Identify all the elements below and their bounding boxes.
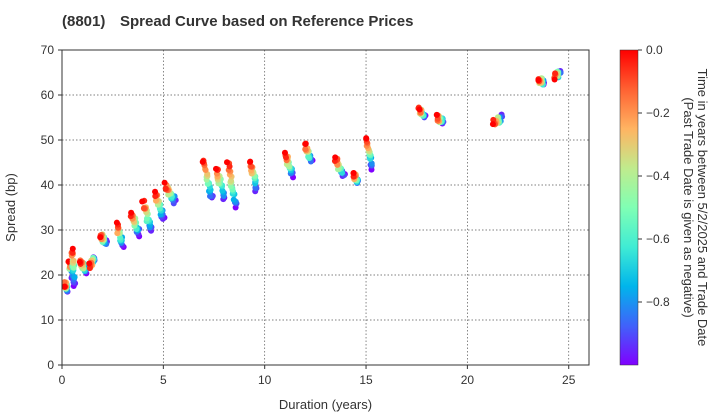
plot-frame — [61, 49, 590, 366]
chart-title: Spread Curve based on Reference Prices — [120, 13, 413, 30]
data-point — [69, 245, 76, 252]
colorbar-label-line1: Time in years between 5/2/2025 and Trade… — [695, 69, 710, 347]
data-point — [61, 283, 68, 290]
data-point — [368, 160, 375, 167]
scatter-points — [61, 68, 564, 295]
data-point — [230, 196, 237, 203]
y-tick-label: 30 — [41, 223, 55, 237]
colorbar-tick-label: −0.6 — [646, 232, 670, 246]
y-tick-label: 0 — [47, 358, 54, 372]
data-point — [281, 149, 288, 156]
data-point — [114, 230, 121, 237]
y-tick-label: 70 — [41, 43, 55, 57]
data-point — [223, 159, 230, 166]
x-tick-label: 15 — [359, 373, 373, 387]
colorbar-tick-label: −0.4 — [646, 169, 670, 183]
x-tick-label: 25 — [562, 373, 576, 387]
x-axis-ticks: 0 5 10 15 20 25 — [59, 365, 576, 387]
data-point — [139, 198, 146, 205]
data-point — [152, 188, 159, 195]
data-point — [332, 154, 339, 161]
y-tick-label: 50 — [41, 133, 55, 147]
data-point — [152, 197, 159, 204]
y-tick-label: 20 — [41, 268, 55, 282]
data-point — [162, 185, 169, 192]
data-point — [86, 265, 93, 272]
colorbar-tick-label: −0.2 — [646, 106, 670, 120]
data-point — [282, 154, 289, 161]
data-point — [86, 260, 93, 267]
y-axis-label: Spread (bp) — [3, 173, 18, 242]
y-tick-label: 40 — [41, 178, 55, 192]
x-tick-label: 0 — [59, 373, 66, 387]
data-point — [363, 135, 370, 142]
data-point — [302, 141, 309, 148]
chart-title-code: (8801) — [62, 13, 105, 30]
data-point — [71, 274, 78, 281]
colorbar-ticks: 0.0 −0.2 −0.4 −0.6 −0.8 — [638, 43, 670, 309]
data-point — [143, 215, 150, 222]
colorbar — [619, 49, 639, 366]
data-point — [128, 209, 135, 216]
y-tick-label: 10 — [41, 313, 55, 327]
x-tick-label: 10 — [258, 373, 272, 387]
data-point — [535, 77, 542, 84]
data-point — [113, 219, 120, 226]
data-point — [61, 279, 68, 286]
data-point — [350, 170, 357, 177]
data-point — [70, 264, 77, 271]
data-point — [247, 158, 254, 165]
x-tick-label: 20 — [461, 373, 475, 387]
y-axis-ticks: 0 10 20 30 40 50 60 70 — [41, 43, 62, 372]
data-point — [199, 158, 206, 165]
data-point — [76, 259, 83, 265]
colorbar-tick-label: −0.8 — [646, 295, 670, 309]
data-point — [140, 205, 147, 212]
data-point — [433, 111, 440, 118]
x-axis-label: Duration (years) — [279, 397, 372, 412]
data-point — [70, 257, 77, 264]
colorbar-label-line2: (Past Trade Date is given as negative) — [681, 97, 696, 317]
data-point — [97, 234, 104, 241]
data-point — [161, 179, 168, 186]
data-point — [416, 106, 423, 113]
data-point — [552, 70, 559, 77]
colorbar-tick-label: 0.0 — [646, 43, 663, 57]
data-point — [302, 146, 309, 153]
y-tick-label: 60 — [41, 88, 55, 102]
x-tick-label: 5 — [160, 373, 167, 387]
data-point — [489, 121, 496, 128]
data-point — [551, 76, 558, 83]
data-point — [335, 166, 341, 173]
data-point — [202, 166, 209, 173]
data-point — [152, 193, 159, 200]
data-point — [212, 165, 219, 172]
data-point — [305, 153, 312, 160]
